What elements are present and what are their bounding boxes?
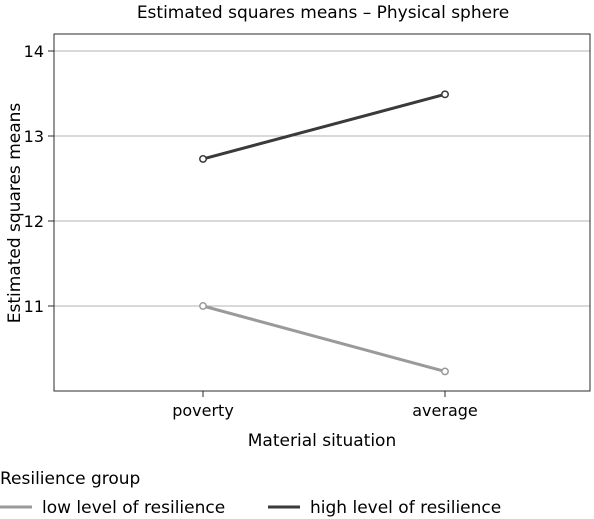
- y-axis-label: Estimated squares means: [5, 103, 25, 324]
- gridlines: [54, 50, 590, 307]
- series-line-1: [202, 92, 446, 161]
- legend: Resilience group low level of resilience…: [0, 469, 501, 518]
- x-axis-label: Material situation: [248, 431, 396, 451]
- legend-title: Resilience group: [0, 469, 140, 489]
- x-tick-label: poverty: [172, 401, 234, 420]
- y-axis-ticks: 11 12 13 14: [24, 42, 54, 316]
- legend-label: low level of resilience: [42, 498, 225, 518]
- x-tick-label: average: [412, 401, 478, 420]
- data-point: [441, 367, 449, 376]
- series-lines: [199, 90, 449, 376]
- x-axis-ticks: poverty average: [172, 391, 478, 420]
- y-tick-label: 13: [24, 127, 44, 146]
- y-tick-label: 11: [24, 297, 44, 316]
- data-point: [199, 155, 207, 163]
- data-point: [441, 90, 449, 99]
- y-tick-label: 14: [24, 42, 44, 61]
- plot-frame: [53, 33, 591, 392]
- chart-title: Estimated squares means – Physical spher…: [137, 3, 509, 23]
- data-point: [199, 302, 207, 310]
- legend-items: low level of resilience high level of res…: [0, 498, 501, 518]
- y-tick-label: 12: [24, 212, 44, 231]
- series-line-0: [202, 304, 446, 373]
- legend-label: high level of resilience: [310, 498, 501, 518]
